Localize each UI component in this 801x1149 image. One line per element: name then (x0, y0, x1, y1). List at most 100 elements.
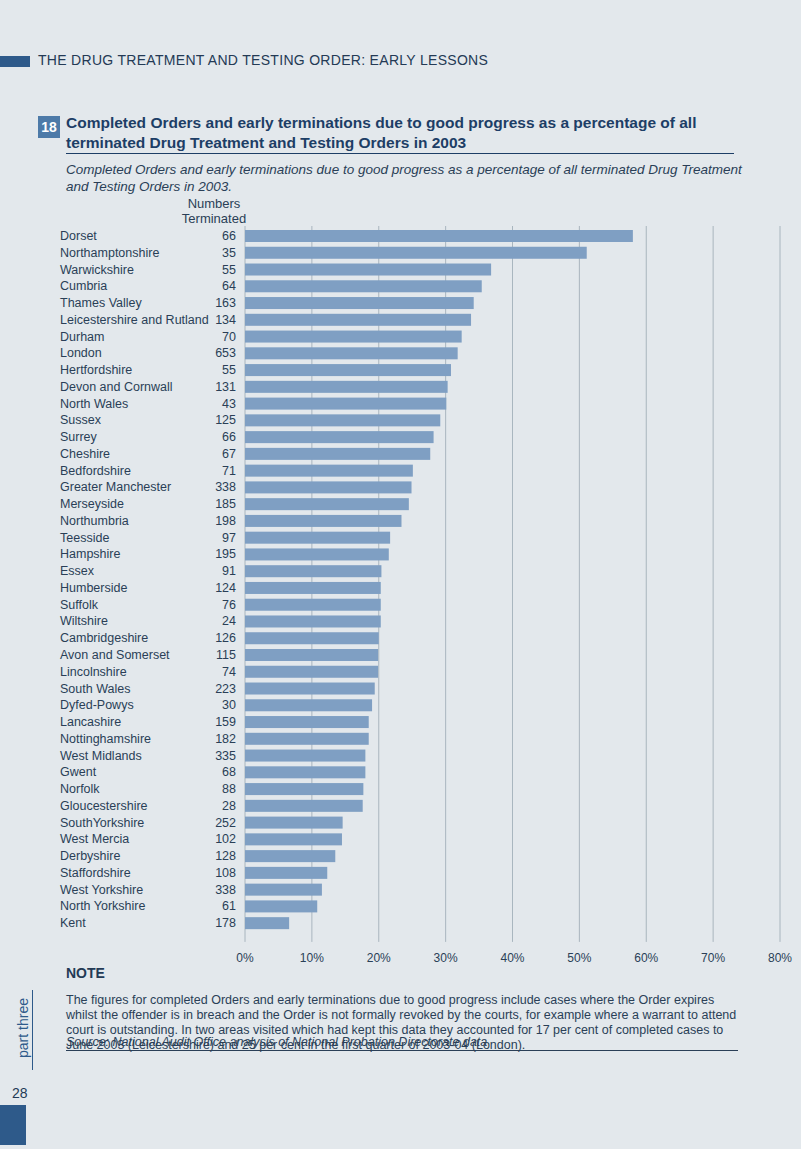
category-label: Wiltshire (60, 614, 108, 628)
page-number: 28 (12, 1085, 28, 1101)
terminated-count: 198 (215, 514, 236, 528)
bar (245, 347, 458, 359)
bar (245, 297, 474, 309)
note-heading: NOTE (66, 965, 105, 981)
category-label: Dorset (60, 229, 97, 243)
tick-label: 20% (367, 951, 391, 965)
terminated-count: 88 (222, 782, 236, 796)
terminated-count: 223 (215, 682, 236, 696)
tick-label: 60% (634, 951, 658, 965)
terminated-count: 97 (222, 531, 236, 545)
category-label: Lancashire (60, 715, 121, 729)
bar (245, 364, 451, 376)
bar (245, 247, 587, 259)
category-label: North Yorkshire (60, 899, 146, 913)
terminated-count: 74 (222, 665, 236, 679)
terminated-header: Numbers Terminated (176, 196, 252, 226)
category-label: Leicestershire and Rutland (60, 313, 209, 327)
bar (245, 683, 375, 695)
subtitle: Completed Orders and early terminations … (66, 161, 746, 195)
category-label: Essex (60, 564, 95, 578)
title: Completed Orders and early terminations … (66, 113, 726, 153)
terminated-count: 91 (222, 564, 236, 578)
header-block (0, 56, 30, 67)
terminated-count: 125 (215, 413, 236, 427)
section-label: part three (15, 993, 31, 1063)
bar (245, 833, 342, 845)
terminated-count: 76 (222, 598, 236, 612)
grid-line (579, 226, 580, 942)
terminated-count: 115 (216, 648, 236, 662)
bar (245, 414, 440, 426)
terminated-count: 67 (222, 447, 236, 461)
bar (245, 733, 369, 745)
bar (245, 280, 482, 292)
category-label: Northumbria (60, 514, 129, 528)
category-label: Cumbria (60, 279, 107, 293)
bar (245, 649, 378, 661)
grid-line (713, 226, 714, 942)
bar (245, 565, 381, 577)
bar (245, 532, 390, 544)
terminated-count: 35 (222, 246, 236, 260)
terminated-count: 131 (215, 380, 236, 394)
category-label: Hertfordshire (60, 363, 132, 377)
figure-number: 18 (38, 116, 60, 138)
bar (245, 900, 317, 912)
tick-label: 70% (701, 951, 725, 965)
bar (245, 884, 322, 896)
terminated-count: 24 (222, 614, 236, 628)
bar (245, 800, 363, 812)
terminated-count: 108 (215, 866, 236, 880)
bar (245, 398, 446, 410)
bar (245, 331, 462, 343)
terminated-count: 55 (222, 363, 236, 377)
terminated-count: 43 (222, 397, 236, 411)
bar (245, 381, 448, 393)
terminated-count: 68 (222, 765, 236, 779)
terminated-count: 335 (215, 749, 236, 763)
bar (245, 481, 412, 493)
terminated-count: 66 (222, 430, 236, 444)
terminated-count: 185 (215, 497, 236, 511)
category-label: Teesside (60, 531, 109, 545)
category-label: Warwickshire (60, 263, 134, 277)
bar (245, 431, 434, 443)
bar (245, 465, 413, 477)
category-label: Gwent (60, 765, 97, 779)
running-title: THE DRUG TREATMENT AND TESTING ORDER: EA… (38, 52, 488, 68)
bar (245, 783, 363, 795)
terminated-count: 159 (215, 715, 236, 729)
terminated-count: 30 (222, 698, 236, 712)
category-label: Sussex (60, 413, 102, 427)
terminated-count: 71 (222, 464, 236, 478)
category-label: Greater Manchester (60, 480, 171, 494)
bar (245, 498, 409, 510)
terminated-count: 338 (215, 480, 236, 494)
tick-label: 30% (434, 951, 458, 965)
bar (245, 599, 381, 611)
category-label: Surrey (60, 430, 98, 444)
category-label: Northamptonshire (60, 246, 159, 260)
category-label: Cambridgeshire (60, 631, 148, 645)
bar (245, 699, 372, 711)
tick-label: 50% (567, 951, 591, 965)
category-label: Gloucestershire (60, 799, 148, 813)
terminated-count: 124 (215, 581, 236, 595)
category-label: Norfolk (60, 782, 100, 796)
bar (245, 766, 365, 778)
category-label: Derbyshire (60, 849, 120, 863)
terminated-count: 55 (222, 263, 236, 277)
tick-label: 10% (300, 951, 324, 965)
terminated-count: 163 (215, 296, 236, 310)
terminated-count: 128 (215, 849, 236, 863)
category-label: Hampshire (60, 547, 120, 561)
category-label: Thames Valley (60, 296, 142, 310)
category-label: Humberside (60, 581, 127, 595)
category-label: SouthYorkshire (60, 816, 144, 830)
bar (245, 917, 289, 929)
terminated-count: 338 (215, 883, 236, 897)
bar (245, 314, 471, 326)
category-label: Devon and Cornwall (60, 380, 173, 394)
terminated-count: 64 (222, 279, 236, 293)
